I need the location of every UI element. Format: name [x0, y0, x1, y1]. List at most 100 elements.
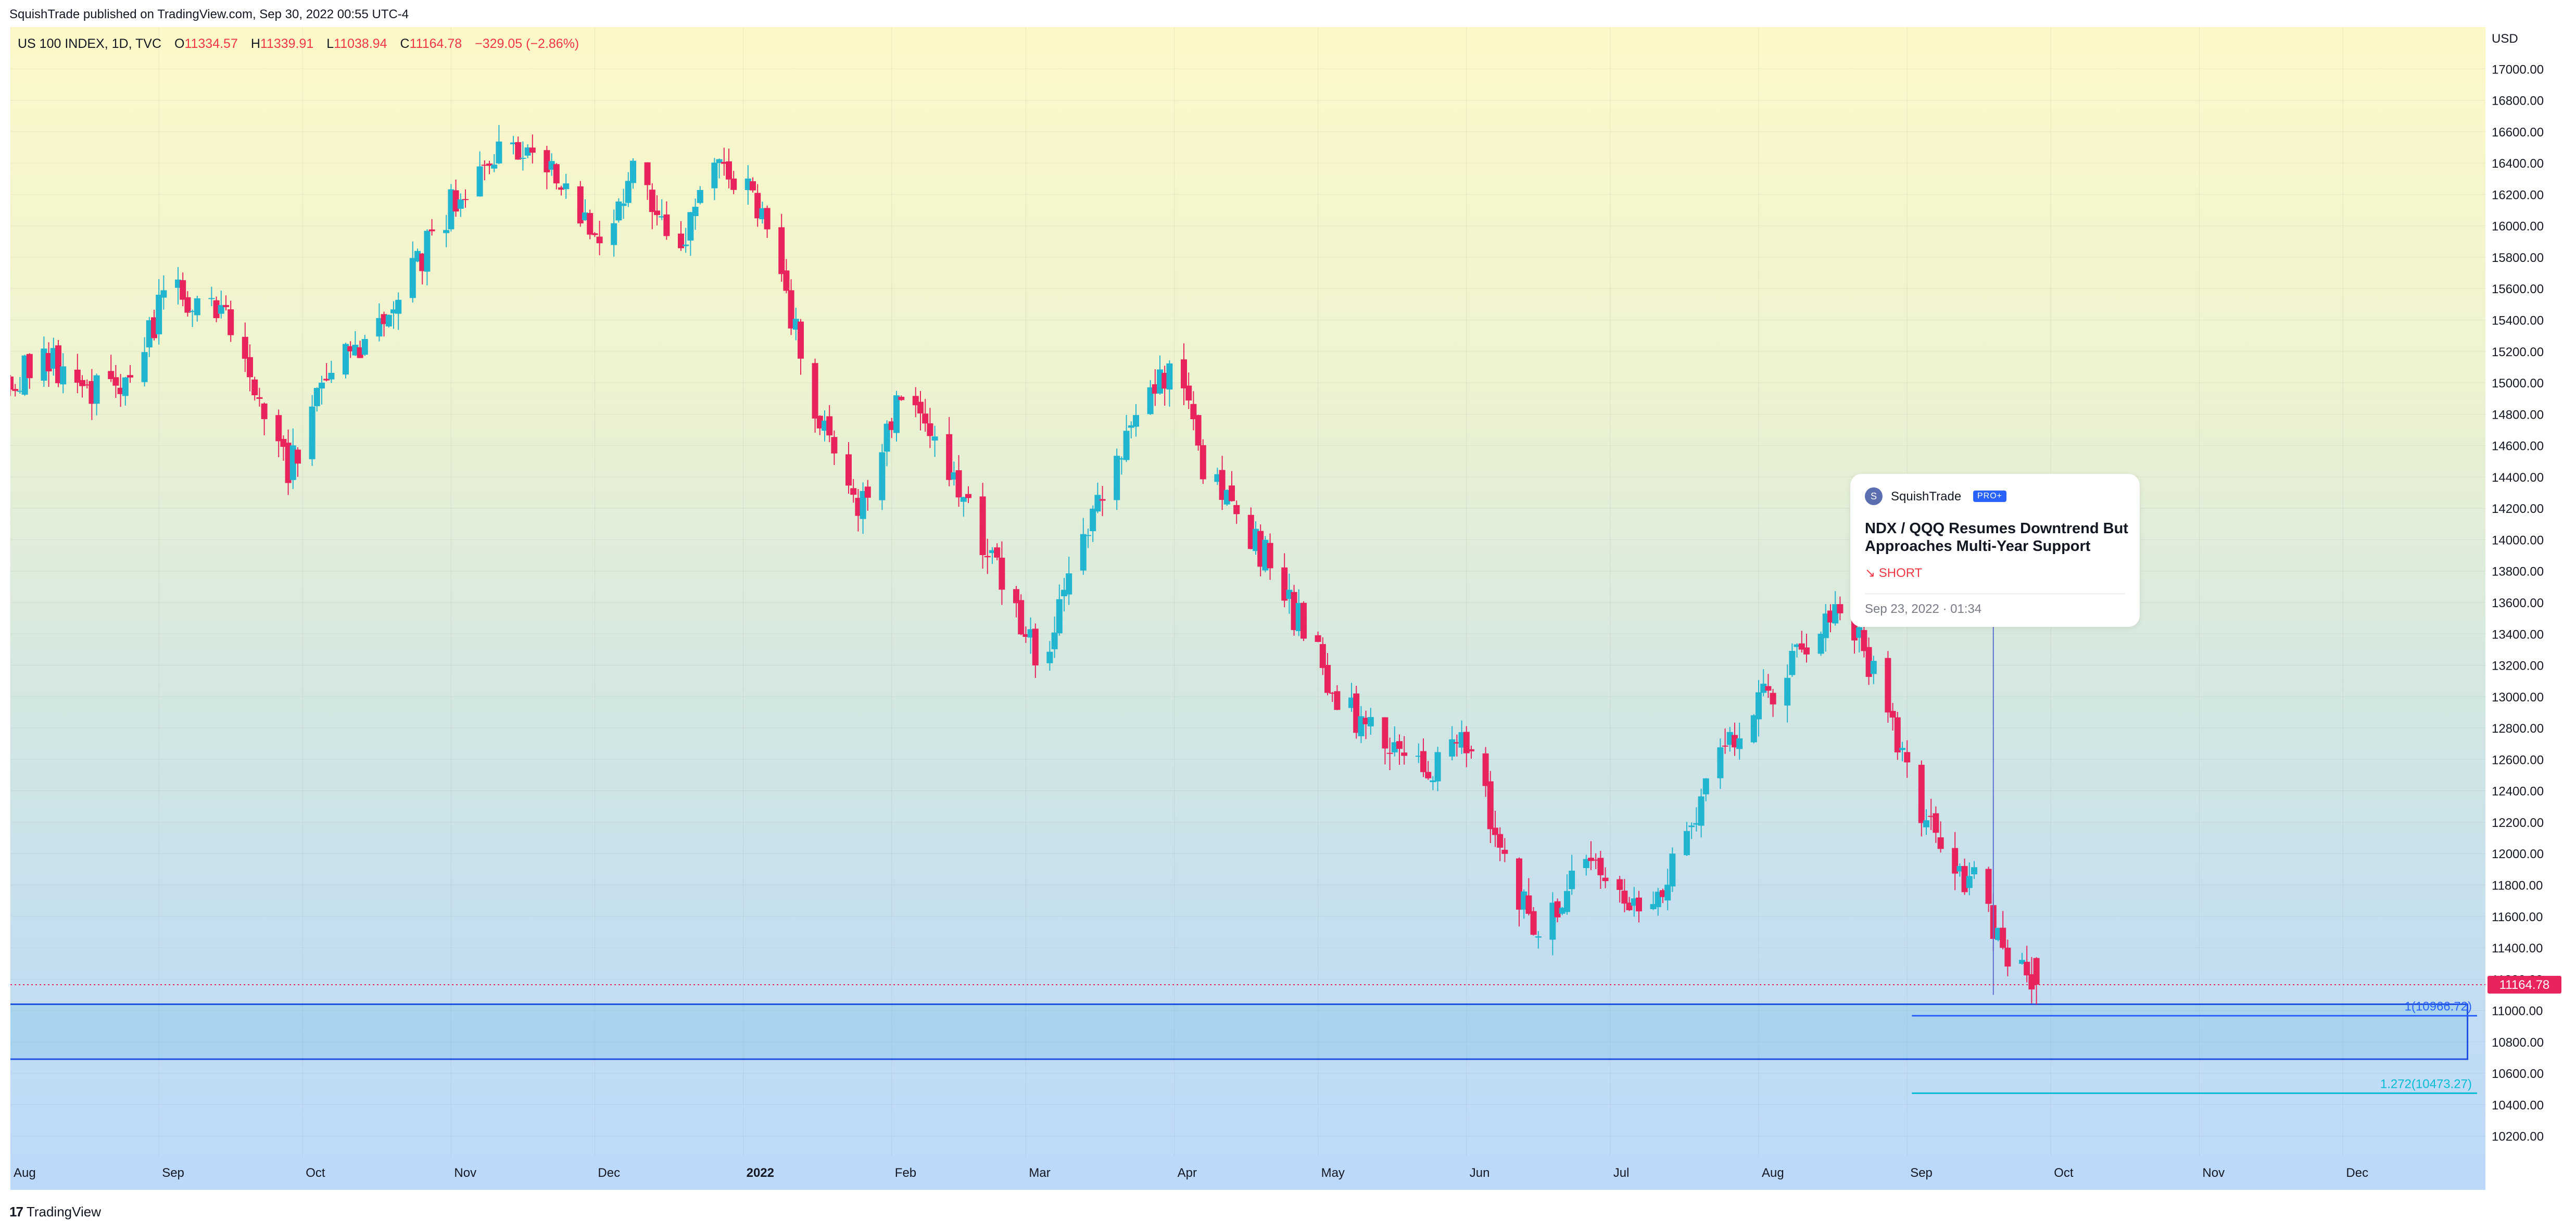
candle-body [223, 305, 229, 307]
candle-body [93, 375, 100, 404]
y-tick-label: 14000.00 [2492, 533, 2544, 547]
candle-body [1257, 531, 1264, 567]
x-tick-label: Oct [306, 1166, 325, 1180]
y-tick-label: 11800.00 [2492, 879, 2543, 893]
candle-body [1386, 752, 1393, 754]
currency-label: USD [2492, 32, 2518, 46]
candle-body [1463, 732, 1470, 753]
candle-body [587, 213, 594, 235]
fib-level-label: 1(10966.72) [2405, 1000, 2472, 1014]
candle-body [711, 162, 718, 189]
candle-body [697, 190, 703, 203]
candle-body [1732, 735, 1738, 748]
x-tick-label: Apr [1178, 1166, 1197, 1180]
candle-body [486, 164, 493, 166]
candle-body [357, 347, 363, 358]
time-axis-background [10, 1156, 2485, 1190]
candle-body [1056, 599, 1063, 634]
candle-body [1247, 514, 1254, 549]
candle-body [1190, 404, 1197, 420]
author-name[interactable]: SquishTrade [1891, 489, 1962, 504]
last-price-tag [2487, 975, 2561, 994]
candle-body [1420, 751, 1426, 772]
candle-body [1827, 610, 1834, 623]
candle-body [108, 371, 115, 380]
candle-body [1559, 908, 1565, 914]
candle-body [1133, 415, 1139, 427]
candle-body [1554, 901, 1561, 918]
candle-body [730, 178, 737, 190]
price-axis[interactable]: USD 17000.00 16800.00 16600.00 16400.00 16200… [2485, 27, 2576, 1190]
candle-body [462, 199, 469, 200]
x-tick-label: Mar [1029, 1166, 1050, 1180]
candle-body [1722, 745, 1728, 747]
candle-body [1348, 697, 1355, 708]
candle-body [649, 190, 655, 212]
candle-body [251, 379, 258, 396]
candle-body [1798, 643, 1805, 650]
x-tick-label: 2022 [747, 1166, 774, 1180]
open-value: 11334.57 [184, 36, 238, 51]
idea-card[interactable]: S SquishTrade PRO+ NDX / QQQ Resumes Dow… [1850, 474, 2140, 627]
candle-body [376, 318, 383, 337]
candle-body [2019, 960, 2025, 964]
candle-body [1583, 859, 1589, 868]
candle-body [481, 165, 488, 166]
candle-body [21, 355, 28, 395]
candle-body [663, 214, 670, 236]
candle-body [1856, 627, 1863, 638]
candle-body [822, 420, 828, 431]
candle-body [160, 290, 167, 298]
candle-body [1602, 877, 1609, 882]
symbol-legend: US 100 INDEX, 1D, TVC O11334.57 H11339.9… [18, 36, 579, 52]
candle-body [1971, 867, 1977, 875]
candle-body [845, 454, 852, 486]
idea-title[interactable]: NDX / QQQ Resumes Downtrend But Approach… [1865, 520, 2128, 555]
y-tick-label: 12400.00 [2492, 785, 2544, 799]
candle-body [759, 208, 766, 219]
candle-body [893, 395, 900, 433]
brand-name: TradingView [26, 1204, 101, 1220]
candle-body [476, 166, 483, 197]
candle-body [1784, 677, 1791, 706]
x-tick-label: Aug [1762, 1166, 1784, 1180]
footer-brand[interactable]: 17 TradingView [9, 1204, 101, 1220]
candle-body [1688, 825, 1695, 827]
y-tick-label: 10200.00 [2492, 1130, 2544, 1144]
candle-body [1329, 693, 1336, 694]
candle-body [289, 445, 296, 480]
candle-body [1295, 602, 1302, 631]
candle-body [1923, 820, 1929, 827]
candle-body [1966, 876, 1973, 888]
candle-body [1956, 866, 1963, 872]
x-tick-label: May [1321, 1166, 1345, 1180]
symbol-name: US 100 INDEX, 1D, TVC [18, 36, 162, 51]
candle-body [1391, 742, 1398, 752]
candle-body [424, 231, 431, 272]
candle-body [1760, 683, 1767, 693]
y-tick-label: 12600.00 [2492, 753, 2544, 767]
candle-body [1530, 911, 1537, 935]
candle-body [361, 339, 368, 355]
candle-body [1861, 630, 1867, 651]
candle-body [1597, 858, 1604, 875]
candle-body [74, 369, 81, 383]
candle-body [754, 193, 761, 219]
candle-body [194, 298, 200, 316]
candle-body [328, 373, 335, 380]
y-tick-label: 15600.00 [2492, 282, 2544, 296]
candle-body [1066, 573, 1072, 595]
candle-body [1401, 752, 1408, 756]
candle-body [1458, 732, 1465, 748]
candle-body [60, 366, 67, 385]
candle-body [524, 147, 531, 156]
y-tick-label: 15200.00 [2492, 345, 2544, 359]
candle-body [1717, 747, 1724, 778]
candle-body [860, 491, 866, 519]
candle-body [213, 300, 220, 318]
candle-body [721, 161, 727, 164]
x-tick-label: Jul [1613, 1166, 1630, 1180]
tradingview-logo-icon: 17 [9, 1204, 23, 1220]
author-avatar[interactable]: S [1865, 487, 1883, 505]
candle-body [1894, 717, 1901, 752]
